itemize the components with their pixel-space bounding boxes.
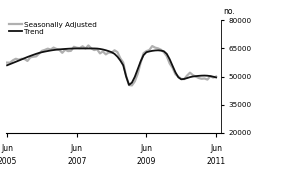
Text: Jun: Jun — [1, 144, 13, 153]
Text: 2011: 2011 — [207, 157, 226, 166]
Text: Jun: Jun — [71, 144, 83, 153]
Text: 2007: 2007 — [67, 157, 87, 166]
Trend — [200, 75, 203, 77]
Line: Trend: Trend — [7, 48, 216, 85]
Text: Jun: Jun — [210, 144, 222, 153]
Seasonally Adjusted — [52, 47, 55, 49]
Seasonally Adjusted — [75, 47, 78, 49]
Trend — [185, 77, 189, 79]
Trend — [191, 75, 195, 78]
Line: Seasonally Adjusted: Seasonally Adjusted — [7, 45, 216, 85]
Seasonally Adjusted — [87, 44, 90, 46]
Text: 2009: 2009 — [137, 157, 156, 166]
Text: no.: no. — [223, 7, 235, 16]
Legend: Seasonally Adjusted, Trend: Seasonally Adjusted, Trend — [9, 22, 97, 35]
Text: 2005: 2005 — [0, 157, 17, 166]
Seasonally Adjusted — [191, 74, 195, 76]
Trend — [5, 64, 9, 66]
Trend — [215, 76, 218, 79]
Seasonally Adjusted — [185, 75, 189, 77]
Trend — [78, 47, 82, 49]
Seasonally Adjusted — [130, 84, 134, 86]
Seasonally Adjusted — [215, 75, 218, 78]
Trend — [52, 49, 55, 51]
Seasonally Adjusted — [5, 62, 9, 64]
Text: Jun: Jun — [140, 144, 153, 153]
Seasonally Adjusted — [113, 49, 116, 51]
Trend — [113, 53, 116, 55]
Trend — [127, 84, 131, 86]
Seasonally Adjusted — [200, 78, 203, 80]
Trend — [75, 47, 78, 49]
